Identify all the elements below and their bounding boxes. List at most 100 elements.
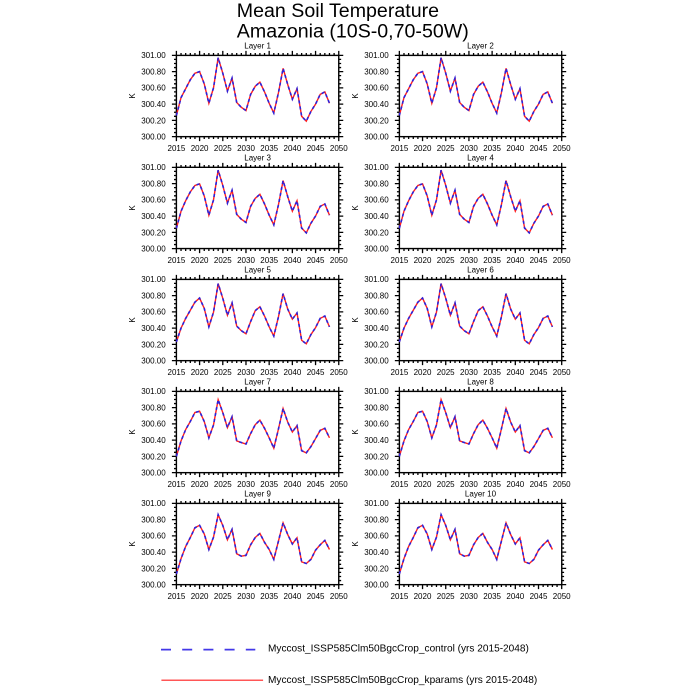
svg-text:300.80: 300.80	[364, 516, 389, 525]
svg-text:2045: 2045	[307, 480, 325, 489]
svg-text:300.80: 300.80	[364, 292, 389, 301]
svg-text:301.00: 301.00	[364, 275, 389, 284]
svg-text:300.60: 300.60	[364, 532, 389, 541]
svg-text:2040: 2040	[284, 592, 302, 601]
svg-text:300.20: 300.20	[141, 452, 166, 461]
svg-text:301.00: 301.00	[141, 51, 166, 60]
svg-text:2040: 2040	[284, 144, 302, 153]
svg-text:300.20: 300.20	[364, 564, 389, 573]
svg-text:300.20: 300.20	[364, 340, 389, 349]
svg-text:2040: 2040	[506, 592, 524, 601]
svg-text:K: K	[351, 93, 360, 99]
svg-text:300.20: 300.20	[141, 228, 166, 237]
svg-text:2025: 2025	[214, 144, 232, 153]
svg-text:2025: 2025	[214, 480, 232, 489]
svg-text:300.80: 300.80	[141, 516, 166, 525]
svg-text:2045: 2045	[530, 592, 548, 601]
svg-text:2015: 2015	[391, 256, 409, 265]
svg-text:2035: 2035	[483, 256, 501, 265]
svg-text:2025: 2025	[437, 256, 455, 265]
svg-text:2050: 2050	[553, 368, 571, 377]
svg-text:Layer 4: Layer 4	[467, 153, 494, 162]
svg-text:2025: 2025	[214, 592, 232, 601]
svg-text:2045: 2045	[307, 256, 325, 265]
svg-text:300.40: 300.40	[141, 100, 166, 109]
svg-text:Myccost_ISSP585Clm50BgcCrop_kp: Myccost_ISSP585Clm50BgcCrop_kparams (yrs…	[268, 675, 537, 686]
svg-text:300.60: 300.60	[141, 308, 166, 317]
svg-text:300.80: 300.80	[364, 68, 389, 77]
svg-text:2020: 2020	[191, 592, 209, 601]
svg-text:300.60: 300.60	[141, 532, 166, 541]
svg-text:300.00: 300.00	[141, 469, 166, 478]
svg-text:K: K	[351, 541, 360, 547]
svg-text:2015: 2015	[391, 592, 409, 601]
svg-text:2035: 2035	[260, 592, 278, 601]
svg-text:2020: 2020	[414, 368, 432, 377]
svg-text:300.40: 300.40	[364, 324, 389, 333]
svg-text:300.20: 300.20	[364, 228, 389, 237]
svg-text:2045: 2045	[530, 480, 548, 489]
svg-text:301.00: 301.00	[141, 499, 166, 508]
svg-text:2050: 2050	[330, 368, 348, 377]
svg-text:300.80: 300.80	[141, 292, 166, 301]
svg-text:2015: 2015	[391, 144, 409, 153]
svg-text:Layer 2: Layer 2	[467, 42, 494, 51]
svg-text:2035: 2035	[260, 368, 278, 377]
svg-text:2015: 2015	[168, 480, 186, 489]
svg-text:2050: 2050	[553, 144, 571, 153]
svg-text:Myccost_ISSP585Clm50BgcCrop_co: Myccost_ISSP585Clm50BgcCrop_control (yrs…	[268, 643, 529, 654]
svg-text:2040: 2040	[284, 256, 302, 265]
svg-text:300.80: 300.80	[141, 68, 166, 77]
svg-text:300.00: 300.00	[141, 133, 166, 142]
svg-text:300.00: 300.00	[141, 357, 166, 366]
svg-text:K: K	[351, 205, 360, 211]
svg-text:2020: 2020	[414, 592, 432, 601]
svg-text:2030: 2030	[460, 256, 478, 265]
svg-text:300.80: 300.80	[364, 180, 389, 189]
svg-text:2020: 2020	[414, 256, 432, 265]
svg-text:300.40: 300.40	[141, 436, 166, 445]
svg-text:2050: 2050	[553, 480, 571, 489]
svg-text:2035: 2035	[260, 144, 278, 153]
svg-text:2045: 2045	[530, 144, 548, 153]
svg-text:2025: 2025	[437, 592, 455, 601]
svg-text:K: K	[128, 541, 137, 547]
svg-text:2045: 2045	[307, 592, 325, 601]
svg-text:2015: 2015	[391, 368, 409, 377]
svg-text:2040: 2040	[506, 368, 524, 377]
svg-text:2050: 2050	[330, 256, 348, 265]
svg-text:300.60: 300.60	[364, 308, 389, 317]
svg-text:300.00: 300.00	[141, 581, 166, 590]
svg-text:Layer 5: Layer 5	[244, 266, 271, 275]
svg-text:2050: 2050	[553, 592, 571, 601]
svg-text:K: K	[128, 429, 137, 435]
svg-text:Layer 1: Layer 1	[244, 42, 271, 51]
svg-text:2015: 2015	[168, 368, 186, 377]
svg-text:300.60: 300.60	[364, 196, 389, 205]
svg-text:301.00: 301.00	[141, 163, 166, 172]
svg-text:Layer 10: Layer 10	[465, 490, 497, 499]
svg-text:300.20: 300.20	[141, 564, 166, 573]
svg-text:2040: 2040	[284, 368, 302, 377]
svg-text:K: K	[128, 93, 137, 99]
svg-text:2035: 2035	[483, 368, 501, 377]
svg-text:2030: 2030	[237, 368, 255, 377]
svg-text:Layer 8: Layer 8	[467, 378, 494, 387]
svg-text:2015: 2015	[168, 256, 186, 265]
svg-text:Mean Soil Temperature: Mean Soil Temperature	[237, 0, 439, 22]
svg-text:300.40: 300.40	[364, 436, 389, 445]
svg-text:2040: 2040	[506, 256, 524, 265]
svg-text:K: K	[128, 317, 137, 323]
svg-text:2020: 2020	[191, 256, 209, 265]
svg-text:2040: 2040	[506, 480, 524, 489]
svg-text:2035: 2035	[483, 144, 501, 153]
svg-text:2045: 2045	[307, 144, 325, 153]
svg-text:301.00: 301.00	[364, 51, 389, 60]
svg-text:2035: 2035	[483, 480, 501, 489]
svg-text:2030: 2030	[460, 368, 478, 377]
svg-text:300.00: 300.00	[364, 581, 389, 590]
svg-text:K: K	[128, 205, 137, 211]
svg-text:Amazonia (10S-0,70-50W): Amazonia (10S-0,70-50W)	[237, 21, 469, 43]
svg-text:2030: 2030	[460, 480, 478, 489]
svg-text:300.40: 300.40	[364, 212, 389, 221]
